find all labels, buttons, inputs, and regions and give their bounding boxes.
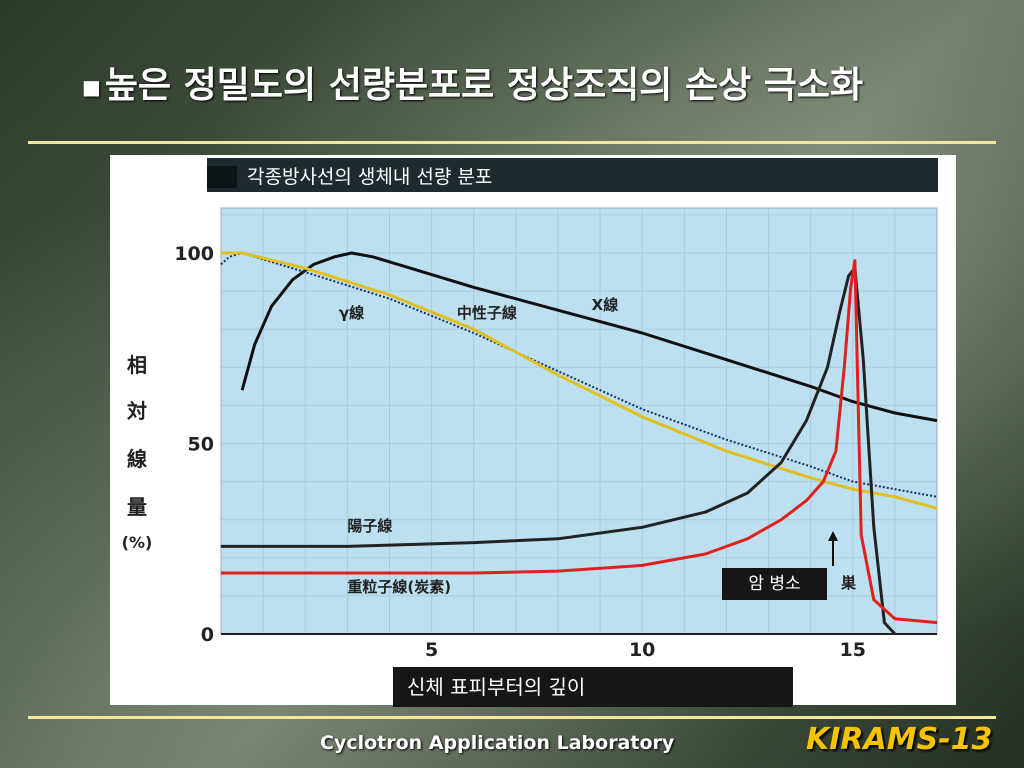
series-label: 陽子線 [347, 517, 392, 535]
chart-title: 각종방사선의 생체내 선량 분포 [247, 166, 493, 188]
series-label: 重粒子線(炭素) [347, 578, 451, 596]
y-axis-label-char: (%) [122, 533, 153, 552]
series-line [221, 259, 938, 625]
y-axis-label-char: 相 [127, 353, 147, 377]
x-tick-label: 5 [425, 639, 438, 661]
x-axis-label: 신체 표피부터의 깊이 [393, 667, 793, 707]
footer-logo: KIRAMS-13 [806, 722, 993, 757]
title-text: 높은 정밀도의 선량분포로 정상조직의 손상 극소화 [104, 65, 864, 106]
series-label: X線 [592, 296, 619, 314]
annotation-arrow-label: 巣 [840, 574, 857, 592]
title-bullet: ■ [82, 75, 101, 99]
y-tick-label: 0 [201, 624, 214, 646]
y-axis-label-char: 線 [127, 447, 147, 471]
grid [221, 208, 937, 634]
tick-labels: 5 10 15 0 50 100 [174, 243, 866, 661]
x-tick-label: 15 [840, 639, 866, 661]
y-axis-label-char: 対 [126, 399, 147, 423]
series-label: γ線 [339, 304, 364, 322]
slide-title: ■ 높은 정밀도의 선량분포로 정상조직의 손상 극소화 [82, 56, 1012, 106]
annotation-arrow: 巣 [828, 531, 857, 592]
chart-title-square [207, 166, 237, 188]
x-tick-label: 10 [629, 639, 655, 661]
series-label: 中性子線 [457, 304, 517, 322]
tumor-annotation: 암 병소 [722, 568, 827, 600]
bottom-divider [28, 716, 996, 719]
top-divider [28, 141, 996, 144]
y-tick-label: 50 [188, 434, 214, 456]
series-lines [220, 251, 938, 636]
series-line [240, 251, 938, 423]
footer-lab-name: Cyclotron Application Laboratory [320, 732, 675, 754]
y-tick-label: 100 [174, 243, 214, 265]
y-axis-label-char: 量 [127, 495, 147, 519]
series-line [221, 266, 897, 636]
chart-title-box: 각종방사선의 생체내 선량 분포 [207, 158, 938, 192]
annotation-arrow-head [828, 531, 838, 541]
